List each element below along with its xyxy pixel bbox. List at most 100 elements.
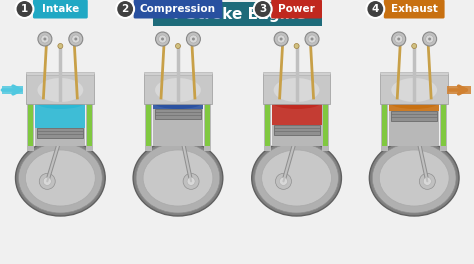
Ellipse shape (379, 150, 449, 206)
Ellipse shape (369, 140, 459, 216)
Circle shape (58, 44, 63, 49)
Circle shape (280, 37, 283, 40)
Bar (263, 72, 330, 75)
Bar (155, 109, 201, 119)
Circle shape (254, 0, 272, 18)
Circle shape (116, 0, 134, 18)
Bar (153, 102, 203, 109)
Bar (205, 94, 210, 146)
Text: 2: 2 (121, 4, 129, 14)
Circle shape (419, 173, 435, 189)
Bar (381, 89, 388, 151)
Circle shape (310, 37, 313, 40)
Bar (27, 74, 94, 104)
FancyBboxPatch shape (271, 0, 322, 18)
Text: 1: 1 (21, 4, 28, 14)
Bar (37, 128, 83, 138)
Bar (264, 94, 270, 146)
Circle shape (74, 37, 77, 40)
Bar (380, 72, 448, 75)
Circle shape (428, 37, 431, 40)
Bar (264, 89, 271, 151)
Ellipse shape (391, 78, 437, 102)
Ellipse shape (273, 78, 319, 102)
Circle shape (187, 177, 195, 185)
Circle shape (423, 177, 431, 185)
Circle shape (183, 173, 199, 189)
Bar (0, 86, 24, 94)
Circle shape (423, 32, 437, 46)
Bar (145, 89, 152, 151)
Circle shape (426, 35, 434, 43)
Ellipse shape (133, 140, 223, 216)
Circle shape (190, 35, 197, 43)
Ellipse shape (252, 140, 341, 216)
Circle shape (392, 32, 406, 46)
Bar (204, 89, 211, 151)
Circle shape (175, 44, 181, 49)
Circle shape (39, 173, 55, 189)
Ellipse shape (373, 143, 456, 213)
Circle shape (395, 35, 403, 43)
Text: Intake: Intake (42, 4, 79, 14)
Ellipse shape (16, 140, 105, 216)
Circle shape (305, 32, 319, 46)
Circle shape (41, 35, 49, 43)
Bar (27, 72, 94, 75)
Bar (440, 89, 447, 151)
FancyBboxPatch shape (33, 0, 88, 18)
Circle shape (280, 177, 287, 185)
Ellipse shape (18, 143, 102, 213)
Circle shape (412, 44, 417, 49)
Text: 3: 3 (259, 4, 266, 14)
Bar (36, 128, 85, 146)
Circle shape (186, 32, 201, 46)
Bar (263, 74, 330, 104)
Bar (146, 94, 151, 146)
Circle shape (308, 35, 316, 43)
Circle shape (38, 32, 52, 46)
Bar (389, 102, 439, 111)
Ellipse shape (36, 95, 85, 109)
Circle shape (366, 0, 384, 18)
Ellipse shape (26, 150, 95, 206)
Bar (144, 74, 212, 104)
FancyBboxPatch shape (384, 0, 445, 18)
Bar (391, 111, 437, 121)
Circle shape (397, 37, 400, 40)
Circle shape (155, 32, 170, 46)
Ellipse shape (155, 78, 201, 102)
Text: Exhaust: Exhaust (391, 4, 438, 14)
Bar (144, 72, 212, 75)
Circle shape (275, 173, 292, 189)
Circle shape (16, 0, 34, 18)
Circle shape (192, 37, 195, 40)
Bar (447, 86, 471, 94)
Bar (323, 94, 328, 146)
Text: 4-Stroke Engine: 4-Stroke Engine (169, 7, 306, 21)
Bar (27, 89, 35, 151)
Ellipse shape (255, 143, 338, 213)
Bar (87, 94, 92, 146)
Bar (380, 74, 448, 104)
FancyBboxPatch shape (134, 0, 222, 18)
Circle shape (277, 35, 285, 43)
Circle shape (72, 35, 80, 43)
Bar (272, 102, 321, 125)
Bar (383, 94, 387, 146)
Ellipse shape (262, 150, 331, 206)
Ellipse shape (143, 150, 213, 206)
Ellipse shape (136, 143, 220, 213)
Bar (36, 102, 85, 128)
Bar (153, 109, 203, 146)
Ellipse shape (272, 95, 321, 109)
Bar (28, 94, 34, 146)
FancyBboxPatch shape (153, 2, 322, 26)
Circle shape (44, 37, 46, 40)
Text: Compression: Compression (140, 4, 216, 14)
Bar (441, 94, 446, 146)
Bar (272, 125, 321, 146)
Ellipse shape (37, 78, 83, 102)
Bar (86, 89, 93, 151)
Ellipse shape (389, 95, 439, 109)
